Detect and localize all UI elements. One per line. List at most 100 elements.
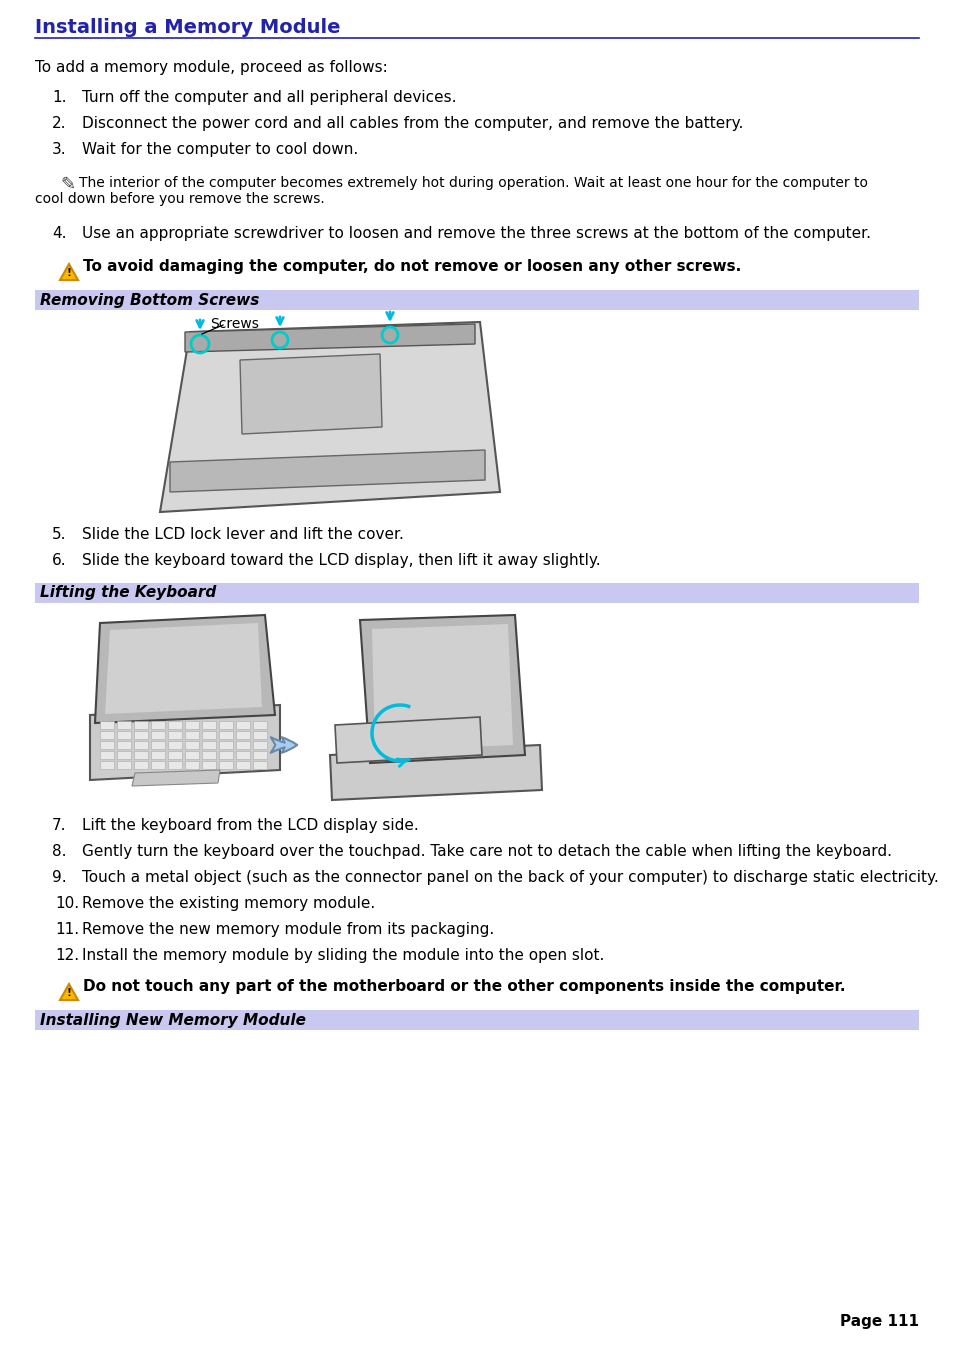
Polygon shape: [235, 740, 250, 748]
Text: Use an appropriate screwdriver to loosen and remove the three screws at the bott: Use an appropriate screwdriver to loosen…: [82, 226, 870, 240]
Polygon shape: [253, 721, 267, 730]
Polygon shape: [133, 731, 148, 739]
Polygon shape: [253, 761, 267, 769]
Bar: [35, 584, 918, 603]
Polygon shape: [185, 731, 199, 739]
Text: 5.: 5.: [52, 527, 67, 542]
Polygon shape: [219, 731, 233, 739]
Text: Page 111: Page 111: [840, 1315, 918, 1329]
Text: 2.: 2.: [52, 116, 67, 131]
Text: Lift the keyboard from the LCD display side.: Lift the keyboard from the LCD display s…: [82, 817, 418, 834]
Text: 8.: 8.: [52, 844, 67, 859]
Polygon shape: [100, 751, 113, 759]
Polygon shape: [168, 751, 182, 759]
Polygon shape: [253, 740, 267, 748]
Polygon shape: [202, 721, 215, 730]
Polygon shape: [168, 731, 182, 739]
Text: The interior of the computer becomes extremely hot during operation. Wait at lea: The interior of the computer becomes ext…: [79, 176, 867, 190]
Polygon shape: [100, 721, 113, 730]
Polygon shape: [219, 740, 233, 748]
Text: 10.: 10.: [55, 896, 79, 911]
Polygon shape: [117, 751, 131, 759]
Polygon shape: [151, 751, 165, 759]
Polygon shape: [151, 731, 165, 739]
Polygon shape: [133, 751, 148, 759]
Text: cool down before you remove the screws.: cool down before you remove the screws.: [35, 192, 324, 205]
Text: 12.: 12.: [55, 948, 79, 963]
Text: Removing Bottom Screws: Removing Bottom Screws: [40, 293, 259, 308]
Polygon shape: [240, 354, 381, 434]
Polygon shape: [219, 761, 233, 769]
Polygon shape: [160, 322, 499, 512]
Polygon shape: [185, 751, 199, 759]
Polygon shape: [100, 761, 113, 769]
Text: !: !: [67, 988, 71, 998]
Polygon shape: [185, 721, 199, 730]
Polygon shape: [132, 770, 220, 786]
Polygon shape: [202, 740, 215, 748]
Polygon shape: [133, 761, 148, 769]
Polygon shape: [185, 761, 199, 769]
Text: Lifting the Keyboard: Lifting the Keyboard: [40, 585, 216, 600]
Polygon shape: [372, 624, 513, 751]
Polygon shape: [60, 263, 78, 280]
Polygon shape: [202, 761, 215, 769]
Polygon shape: [133, 740, 148, 748]
Polygon shape: [105, 623, 262, 713]
Polygon shape: [168, 761, 182, 769]
Text: 11.: 11.: [55, 921, 79, 938]
Text: Gently turn the keyboard over the touchpad. Take care not to detach the cable wh: Gently turn the keyboard over the touchp…: [82, 844, 891, 859]
Polygon shape: [335, 717, 481, 763]
Polygon shape: [151, 740, 165, 748]
Polygon shape: [100, 740, 113, 748]
Polygon shape: [117, 740, 131, 748]
Polygon shape: [235, 751, 250, 759]
Polygon shape: [90, 705, 280, 780]
Polygon shape: [202, 751, 215, 759]
Polygon shape: [202, 731, 215, 739]
Polygon shape: [253, 751, 267, 759]
Text: Slide the keyboard toward the LCD display, then lift it away slightly.: Slide the keyboard toward the LCD displa…: [82, 553, 600, 567]
Text: 9.: 9.: [52, 870, 67, 885]
Text: Screws: Screws: [210, 317, 258, 331]
Text: Disconnect the power cord and all cables from the computer, and remove the batte: Disconnect the power cord and all cables…: [82, 116, 742, 131]
Polygon shape: [60, 984, 78, 1000]
Polygon shape: [117, 721, 131, 730]
Text: To add a memory module, proceed as follows:: To add a memory module, proceed as follo…: [35, 59, 387, 76]
Polygon shape: [359, 615, 524, 763]
Polygon shape: [100, 731, 113, 739]
Text: ✎: ✎: [60, 176, 75, 195]
Bar: [35, 1011, 918, 1029]
Text: Remove the new memory module from its packaging.: Remove the new memory module from its pa…: [82, 921, 494, 938]
Text: !: !: [67, 267, 71, 278]
Polygon shape: [330, 744, 541, 800]
Text: Remove the existing memory module.: Remove the existing memory module.: [82, 896, 375, 911]
Text: Do not touch any part of the motherboard or the other components inside the comp: Do not touch any part of the motherboard…: [83, 979, 844, 994]
Text: Turn off the computer and all peripheral devices.: Turn off the computer and all peripheral…: [82, 91, 456, 105]
Text: Wait for the computer to cool down.: Wait for the computer to cool down.: [82, 142, 358, 157]
Text: Install the memory module by sliding the module into the open slot.: Install the memory module by sliding the…: [82, 948, 604, 963]
Polygon shape: [253, 731, 267, 739]
Text: 3.: 3.: [52, 142, 67, 157]
Polygon shape: [95, 615, 274, 723]
Polygon shape: [117, 761, 131, 769]
Bar: [35, 290, 918, 309]
Polygon shape: [185, 740, 199, 748]
Polygon shape: [219, 751, 233, 759]
Text: 6.: 6.: [52, 553, 67, 567]
Text: Touch a metal object (such as the connector panel on the back of your computer) : Touch a metal object (such as the connec…: [82, 870, 938, 885]
Polygon shape: [168, 740, 182, 748]
Polygon shape: [151, 721, 165, 730]
Polygon shape: [151, 761, 165, 769]
Text: 7.: 7.: [52, 817, 67, 834]
Polygon shape: [219, 721, 233, 730]
Text: 1.: 1.: [52, 91, 67, 105]
Text: To avoid damaging the computer, do not remove or loosen any other screws.: To avoid damaging the computer, do not r…: [83, 259, 740, 274]
Polygon shape: [235, 721, 250, 730]
Polygon shape: [133, 721, 148, 730]
Polygon shape: [235, 761, 250, 769]
Text: Slide the LCD lock lever and lift the cover.: Slide the LCD lock lever and lift the co…: [82, 527, 403, 542]
Polygon shape: [185, 324, 475, 353]
Polygon shape: [117, 731, 131, 739]
Text: Installing New Memory Module: Installing New Memory Module: [40, 1012, 306, 1028]
